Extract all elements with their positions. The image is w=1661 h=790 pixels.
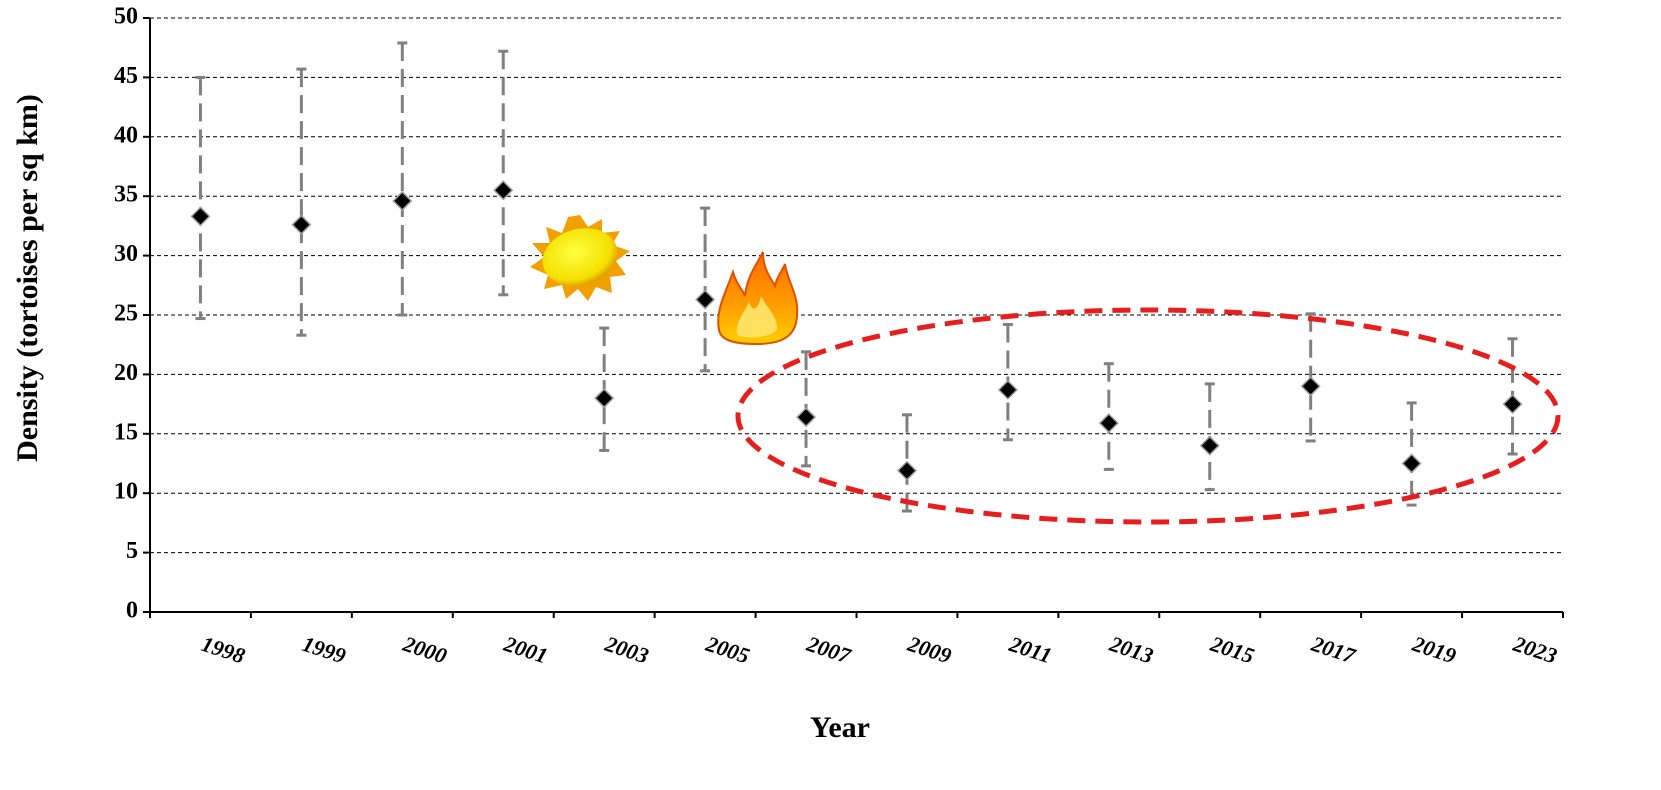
highlight-ellipse	[735, 307, 1561, 525]
y-tick-label: 35	[114, 182, 138, 208]
x-tick-label: 1999	[299, 631, 349, 668]
x-tick-label: 2001	[500, 631, 551, 669]
x-tick-label: 2011	[1005, 631, 1054, 668]
error-bar	[195, 75, 206, 321]
x-tick-label: 2009	[904, 631, 955, 669]
y-axis-title: Density (tortoises per sq km)	[11, 94, 44, 462]
y-tick-label: 5	[126, 538, 138, 564]
data-point	[795, 407, 817, 428]
x-tick-label: 2005	[702, 631, 753, 669]
data-point	[896, 460, 918, 481]
x-tick-label: 2015	[1207, 631, 1258, 669]
error-bar	[901, 413, 912, 513]
y-tick-label: 10	[114, 479, 138, 505]
data-point	[997, 379, 1018, 400]
x-tick-label: 2013	[1106, 631, 1157, 669]
data-point	[291, 214, 312, 235]
data-point	[1098, 413, 1119, 434]
grid	[150, 17, 1563, 554]
error-bar	[700, 206, 711, 373]
y-tick-label: 45	[114, 63, 138, 89]
y-tick-label: 25	[114, 301, 138, 327]
data-point	[1300, 376, 1321, 397]
x-tick-label: 2000	[399, 631, 450, 669]
x-tick-label: 2019	[1409, 631, 1460, 669]
x-axis-title: Year	[810, 711, 870, 744]
data-point	[392, 190, 413, 212]
x-tick-label: 2003	[601, 631, 652, 669]
y-tick-label: 15	[114, 419, 138, 445]
error-bar	[1406, 401, 1417, 507]
x-tick-label: 2017	[1308, 631, 1359, 669]
y-tick-label: 30	[114, 241, 138, 267]
y-tick-label: 0	[126, 598, 138, 624]
x-tick-label: 2007	[803, 631, 854, 669]
y-tick-label: 20	[114, 360, 138, 386]
data-point	[493, 180, 514, 201]
fire-icon	[717, 251, 799, 346]
marks	[190, 41, 1523, 513]
error-bar	[296, 67, 307, 337]
data-point	[1199, 435, 1220, 456]
data-point	[1502, 394, 1523, 415]
data-point	[190, 206, 211, 227]
data-point	[695, 289, 716, 310]
y-tick-label: 40	[114, 122, 138, 148]
y-tick-label: 50	[114, 4, 138, 30]
sun-icon	[530, 215, 630, 301]
x-tick-label: 1998	[198, 631, 248, 668]
data-point	[1401, 453, 1422, 474]
error-bar	[397, 41, 408, 317]
x-tick-label: 2023	[1510, 631, 1561, 669]
data-point	[594, 388, 615, 409]
error-bar	[498, 49, 509, 297]
